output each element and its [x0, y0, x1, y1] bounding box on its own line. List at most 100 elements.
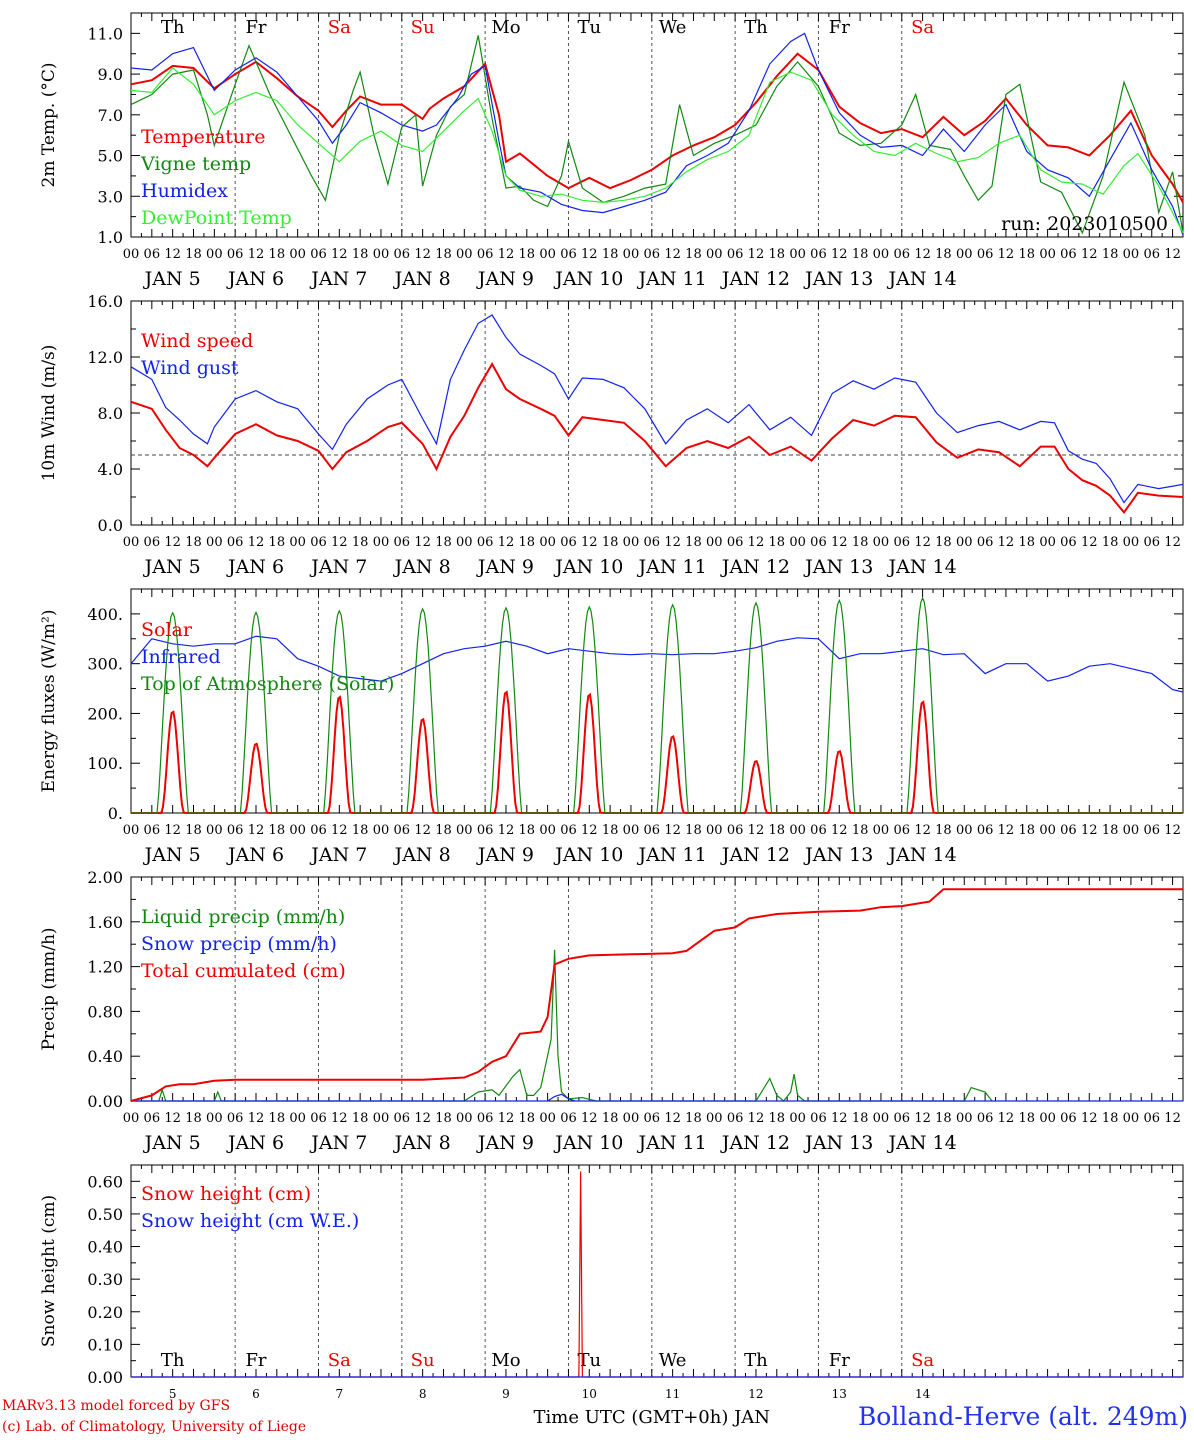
x-hour-label: 00 [456, 823, 473, 838]
x-hour-label: 18 [1018, 535, 1035, 550]
x-hour-label: 06 [977, 535, 994, 550]
x-hour-label: 12 [748, 247, 765, 262]
x-date-label: JAN 5 [143, 268, 201, 290]
x-hour-label: 18 [435, 1111, 452, 1126]
x-hour-label: 18 [1102, 823, 1119, 838]
x-hour-label: 12 [748, 535, 765, 550]
x-hour-label: 12 [831, 535, 848, 550]
x-hour-label: 18 [935, 535, 952, 550]
x-hour-label: 12 [164, 535, 181, 550]
x-hour-label: 18 [602, 535, 619, 550]
x-hour-label: 00 [873, 247, 890, 262]
x-hour-label: 00 [539, 535, 556, 550]
x-date-label: JAN 13 [803, 844, 873, 866]
y-tick-label: 3.0 [98, 187, 123, 206]
x-date-label: JAN 6 [226, 1132, 284, 1154]
x-date-label: JAN 12 [720, 556, 790, 578]
x-hour-label: 00 [956, 823, 973, 838]
weekday-label: Th [744, 17, 768, 38]
legend-entry: Snow precip (mm/h) [141, 933, 337, 955]
weekday-label: Mo [491, 17, 520, 38]
x-hour-label: 00 [789, 1111, 806, 1126]
x-hour-label: 18 [185, 1111, 202, 1126]
y-tick-label: 1.20 [87, 958, 123, 977]
x-hour-label: 18 [352, 535, 369, 550]
weekday-label: Fr [829, 1350, 850, 1371]
x-hour-label: 12 [914, 823, 931, 838]
x-hour-label: 18 [269, 823, 286, 838]
weekday-label: Tu [577, 17, 601, 38]
x-date-label: 9 [502, 1387, 510, 1401]
x-hour-label: 12 [248, 1111, 265, 1126]
x-hour-label: 12 [248, 247, 265, 262]
series-top-of-atmosphere-solar- [131, 596, 1183, 814]
x-hour-label: 18 [769, 823, 786, 838]
x-hour-label: 06 [644, 1111, 661, 1126]
x-date-label: 8 [419, 1387, 427, 1401]
legend-entry: Humidex [141, 180, 228, 202]
x-hour-label: 12 [664, 1111, 681, 1126]
x-hour-label: 06 [644, 823, 661, 838]
x-date-label: JAN 12 [720, 1132, 790, 1154]
series-infrared [130, 635, 1184, 693]
x-hour-label: 00 [456, 1111, 473, 1126]
x-hour-label: 18 [769, 247, 786, 262]
x-date-label: 10 [582, 1387, 597, 1401]
x-date-label: JAN 6 [226, 844, 284, 866]
x-date-label: 11 [665, 1387, 680, 1401]
x-hour-label: 12 [831, 823, 848, 838]
x-hour-label: 18 [935, 247, 952, 262]
x-date-label: 12 [748, 1387, 763, 1401]
panel-frame [130, 300, 1184, 526]
x-hour-label: 12 [248, 823, 265, 838]
x-hour-label: 18 [519, 1111, 536, 1126]
x-hour-label: 18 [685, 823, 702, 838]
x-hour-label: 06 [810, 823, 827, 838]
x-date-label: JAN 14 [887, 268, 957, 290]
y-tick-label: 9.0 [98, 65, 123, 84]
panel-frame [130, 12, 1184, 238]
x-hour-label: 00 [289, 247, 306, 262]
weekday-label: We [659, 1350, 687, 1371]
series-total-cumulated-cm- [130, 888, 1183, 1102]
x-hour-label: 12 [1081, 1111, 1098, 1126]
y-axis-label: Energy fluxes (W/m²) [39, 610, 59, 793]
legend-entry: DewPoint Temp [141, 207, 292, 229]
series-humidex [130, 32, 1184, 236]
x-hour-label: 06 [477, 823, 494, 838]
x-hour-label: 06 [1143, 535, 1160, 550]
x-hour-label: 18 [185, 535, 202, 550]
x-hour-label: 00 [456, 247, 473, 262]
x-hour-label: 06 [893, 823, 910, 838]
x-date-label: JAN 10 [553, 1132, 623, 1154]
x-hour-label: 00 [706, 1111, 723, 1126]
x-hour-label: 18 [352, 1111, 369, 1126]
x-date-label: JAN 8 [393, 268, 451, 290]
x-hour-label: 06 [310, 1111, 327, 1126]
weekday-label: We [659, 17, 687, 38]
x-date-label: JAN 5 [143, 844, 201, 866]
series-temperature [130, 52, 1184, 203]
x-hour-label: 18 [1102, 247, 1119, 262]
x-date-label: 14 [915, 1387, 931, 1401]
x-hour-label: 06 [1060, 247, 1077, 262]
x-hour-label: 18 [852, 535, 869, 550]
x-date-label: JAN 9 [476, 1132, 534, 1154]
x-hour-label: 18 [685, 1111, 702, 1126]
series-snow-precip-mm-h- [131, 1093, 1183, 1102]
x-hour-label: 06 [810, 247, 827, 262]
x-hour-label: 00 [123, 535, 140, 550]
x-hour-label: 12 [498, 823, 515, 838]
x-hour-label: 00 [1123, 535, 1140, 550]
x-hour-label: 18 [769, 1111, 786, 1126]
legend-entry: Vigne temp [140, 153, 251, 175]
weekday-label: Su [411, 17, 435, 38]
weekday-label: Su [411, 1350, 435, 1371]
x-hour-label: 12 [1164, 535, 1181, 550]
x-hour-label: 00 [1123, 1111, 1140, 1126]
x-date-label: 7 [335, 1387, 343, 1401]
y-tick-label: 0. [108, 804, 123, 823]
x-hour-label: 18 [602, 247, 619, 262]
x-date-label: JAN 14 [887, 1132, 957, 1154]
y-tick-label: 0.00 [87, 1092, 123, 1111]
